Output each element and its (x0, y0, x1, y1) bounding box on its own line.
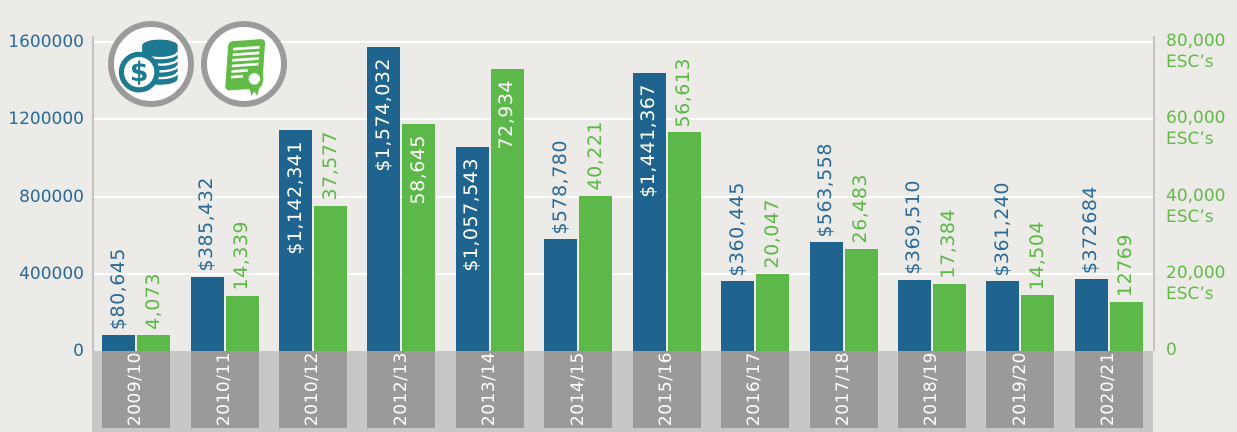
y-axis-left-tick: 0 (73, 341, 84, 361)
escs-bar (1109, 301, 1143, 351)
category-label: 2015/16 (655, 352, 676, 427)
escs-value-label: 14,339 (230, 221, 253, 291)
category-band: 2010/11 (190, 351, 259, 428)
category-band: 2009/10 (102, 351, 171, 428)
escs-bar (490, 69, 524, 351)
dollars-value-label: $385,432 (195, 176, 218, 272)
category-band: 2013/14 (455, 351, 524, 428)
escs-bar (932, 283, 966, 351)
gridline (92, 272, 1153, 275)
escs-value-label: 58,645 (406, 135, 429, 205)
escs-bar (667, 132, 701, 351)
category-label: 2018/19 (921, 352, 942, 427)
gridline (92, 195, 1153, 198)
certificate-seal-icon (201, 21, 287, 107)
escs-bar (225, 295, 259, 351)
left-axis-line (92, 36, 94, 351)
dollars-bar (367, 47, 401, 351)
dollars-bar (544, 239, 578, 351)
dollars-bar (897, 279, 931, 351)
dollars-value-label: $1,574,032 (371, 58, 394, 172)
dollars-value-label: $361,240 (990, 181, 1013, 277)
dollars-bar (102, 335, 136, 351)
escs-bar (844, 248, 878, 351)
y-axis-left-tick: 1600000 (8, 32, 84, 52)
y-axis-right-tick: 20,000 ESC’s (1166, 262, 1226, 304)
escs-bar (1021, 294, 1055, 351)
category-label: 2017/18 (832, 352, 853, 427)
escs-value-label: 37,577 (318, 131, 341, 201)
dollars-bar (986, 281, 1020, 351)
dollars-bar (809, 242, 843, 351)
category-label: 2012/13 (390, 352, 411, 427)
category-label: 2013/14 (479, 352, 500, 427)
escs-value-label: 72,934 (495, 80, 518, 150)
category-strip (92, 351, 1153, 432)
dollars-bar (721, 281, 755, 351)
category-label: 2019/20 (1009, 352, 1030, 427)
y-axis-left-tick: 400000 (19, 263, 84, 284)
escs-bar (402, 124, 436, 351)
category-band: 2016/17 (721, 351, 790, 428)
category-label: 2010/11 (213, 352, 234, 427)
y-axis-right-tick: 80,000 ESC’s (1166, 31, 1226, 72)
category-label: 2016/17 (744, 352, 765, 427)
y-axis-left-tick: 800000 (19, 186, 84, 207)
dollars-value-label: $1,142,341 (283, 141, 306, 256)
dollars-value-label: $1,441,367 (637, 83, 660, 198)
dollars-value-label: $80,645 (106, 248, 129, 331)
dollars-value-label: $360,445 (725, 181, 748, 277)
dollars-value-label: $372684 (1079, 185, 1102, 275)
escs-value-label: 17,384 (937, 209, 960, 279)
escs-value-label: 56,613 (672, 57, 695, 128)
escs-bar (756, 273, 790, 351)
y-axis-left-tick: 1200000 (8, 109, 84, 130)
money-coins-icon: $ (108, 21, 194, 107)
category-label: 2010/12 (302, 352, 323, 427)
y-axis-right-tick: 60,000 ESC’s (1166, 108, 1226, 150)
dollars-bar (455, 146, 489, 351)
category-band: 2019/20 (986, 351, 1055, 428)
category-band: 2015/16 (632, 351, 701, 428)
escs-value-label: 12769 (1114, 233, 1137, 297)
dollars-bar (190, 276, 224, 351)
escs-value-label: 26,483 (849, 174, 872, 244)
category-band: 2014/15 (544, 351, 613, 428)
dollars-value-label: $563,558 (814, 142, 837, 238)
dollars-bar (632, 72, 666, 351)
y-axis-right-tick: 40,000 ESC’s (1166, 185, 1226, 227)
escs-bar (137, 335, 171, 351)
y-axis-right-tick: 0 (1166, 340, 1177, 360)
dollars-bar (279, 130, 313, 351)
escs-value-label: 40,221 (583, 121, 606, 191)
dollars-value-label: $1,057,543 (460, 157, 483, 272)
category-band: 2017/18 (809, 351, 878, 428)
escs-value-label: 20,047 (760, 199, 783, 269)
category-band: 2020/21 (1074, 351, 1143, 428)
right-axis-line (1153, 36, 1155, 351)
category-label: 2020/21 (1098, 352, 1118, 427)
escs-value-label: 14,504 (1025, 220, 1048, 290)
dollars-value-label: $578,780 (548, 139, 571, 235)
category-label: 2009/10 (125, 352, 146, 427)
category-band: 2018/19 (897, 351, 966, 428)
gridline (92, 41, 1153, 43)
category-band: 2010/12 (279, 351, 348, 428)
escs-bar (579, 195, 613, 351)
category-label: 2014/15 (567, 352, 588, 427)
escs-value-label: 4,073 (141, 273, 164, 331)
gridline (92, 118, 1153, 121)
category-band: 2012/13 (367, 351, 436, 428)
dollars-value-label: $369,510 (902, 179, 925, 275)
dollars-bar (1074, 279, 1108, 351)
escs-bar (314, 205, 348, 351)
svg-text:$: $ (130, 57, 149, 88)
